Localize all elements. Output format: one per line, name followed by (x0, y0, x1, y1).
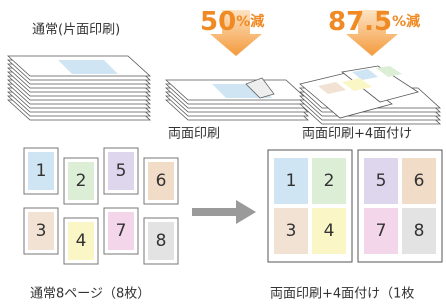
page-number: 2 (76, 171, 87, 191)
page-number: 5 (116, 161, 127, 181)
paper-stack (8, 56, 150, 120)
label: 両面印刷+4面付け（1枚 (270, 287, 414, 302)
label: 通常(片面印刷) (32, 23, 120, 38)
reduction-unit: %減 (392, 13, 420, 30)
label: 通常8ページ（8枚） (30, 287, 150, 302)
page-number: 1 (286, 171, 297, 191)
page-number: 8 (414, 221, 425, 241)
reduction-value: 50 (200, 7, 236, 37)
page-number: 6 (414, 171, 425, 191)
label: 両面印刷 (168, 127, 220, 142)
page-number: 7 (376, 221, 387, 241)
diagram: 通常(片面印刷) 両面印刷 両面印刷+4面付け 通常8ページ（8枚） 両面印刷+… (0, 0, 446, 305)
page-number: 3 (36, 221, 47, 241)
reduction-unit: %減 (236, 13, 264, 30)
page-number: 4 (76, 231, 87, 251)
page-number: 5 (376, 171, 387, 191)
page-number: 6 (156, 171, 167, 191)
page-number: 8 (156, 231, 167, 251)
arrow (192, 200, 256, 224)
reduction: 87.5%減 (328, 7, 420, 37)
paper-stack (300, 66, 440, 124)
paper-stack (166, 78, 308, 120)
page-number: 3 (286, 221, 297, 241)
reduction: 50%減 (200, 7, 264, 37)
page-number: 4 (324, 221, 335, 241)
reduction-value: 87.5 (328, 7, 392, 37)
page-number: 2 (324, 171, 335, 191)
label: 両面印刷+4面付け (302, 127, 412, 142)
page-number: 7 (116, 221, 127, 241)
page-number: 1 (36, 161, 47, 181)
